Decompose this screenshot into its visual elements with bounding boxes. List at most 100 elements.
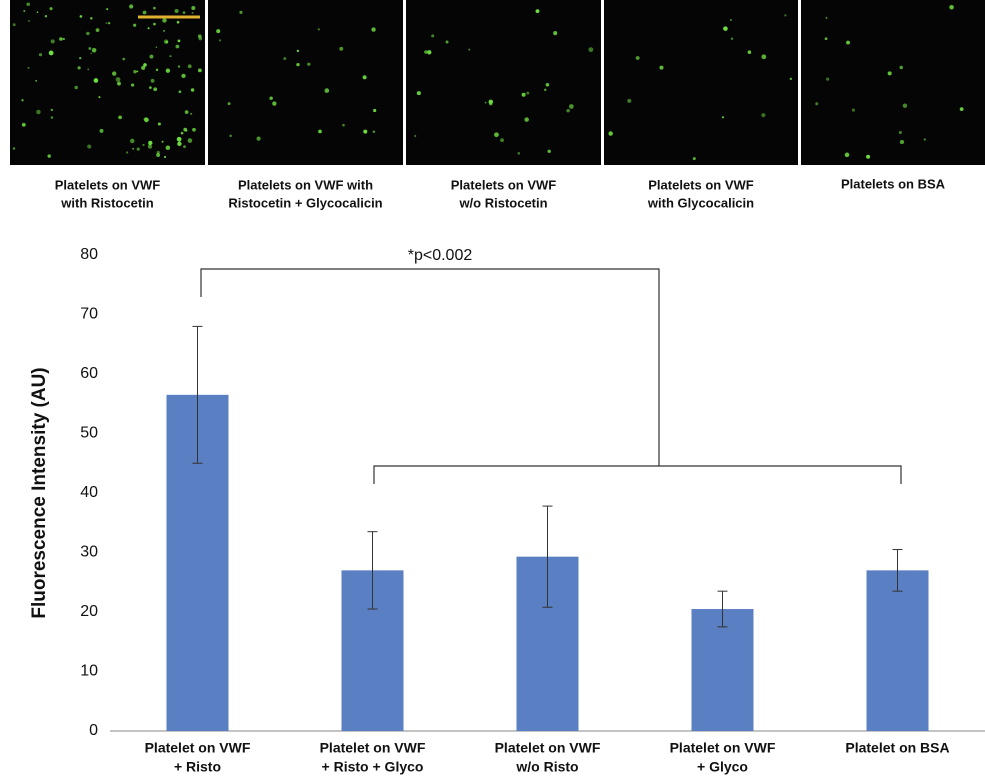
- platelet-dot: [164, 156, 166, 158]
- y-tick-label: 50: [80, 425, 98, 442]
- platelet-dot: [272, 101, 276, 105]
- bracket-upper: [201, 269, 659, 466]
- platelet-dot: [177, 142, 181, 146]
- platelet-dot: [693, 157, 696, 160]
- platelet-dot: [228, 102, 231, 105]
- platelet-dot: [424, 50, 428, 54]
- platelet-dot: [148, 144, 152, 148]
- platelet-dot: [106, 22, 108, 24]
- micrograph-row: [10, 0, 985, 165]
- bracket-lower: [374, 466, 901, 484]
- platelet-dot: [339, 47, 343, 51]
- platelet-dot: [148, 27, 150, 29]
- y-tick-label: 0: [89, 722, 98, 739]
- platelet-dot: [51, 116, 54, 119]
- platelet-dot: [183, 11, 186, 14]
- platelet-dot: [143, 63, 147, 67]
- platelet-dot: [131, 83, 134, 86]
- platelet-dot: [526, 92, 529, 95]
- platelet-dot: [178, 65, 180, 67]
- platelet-dot: [175, 45, 179, 49]
- platelet-dot: [156, 46, 158, 48]
- platelet-dot: [22, 123, 26, 127]
- platelet-dot: [21, 99, 23, 101]
- platelet-dot: [544, 89, 546, 91]
- platelet-dot: [185, 110, 189, 114]
- platelet-dot: [188, 138, 193, 143]
- panel-label: Platelets on BSA: [841, 176, 946, 191]
- platelet-dot: [166, 69, 170, 73]
- platelet-dot: [177, 137, 182, 142]
- platelet-dot: [903, 103, 907, 107]
- y-tick-label: 40: [80, 484, 98, 501]
- platelet-dot: [191, 6, 195, 10]
- platelet-dot: [156, 69, 158, 71]
- platelet-dot: [158, 122, 161, 125]
- platelet-dot: [183, 128, 187, 132]
- platelet-dot: [730, 19, 732, 21]
- platelet-dot: [431, 34, 434, 37]
- platelet-dot: [192, 128, 196, 132]
- micrograph: [208, 0, 403, 165]
- platelet-dot: [899, 66, 902, 69]
- platelet-dot: [761, 113, 765, 117]
- micrograph: [10, 0, 205, 165]
- platelet-dot: [825, 37, 828, 40]
- platelet-dot: [142, 144, 144, 146]
- platelet-dot: [815, 102, 818, 105]
- platelet-dot: [748, 50, 752, 54]
- platelet-dot: [137, 147, 140, 150]
- platelet-dot: [188, 64, 192, 68]
- platelet-dot: [27, 67, 29, 69]
- platelet-dot: [468, 49, 470, 51]
- platelet-dot: [608, 131, 613, 136]
- platelet-dot: [87, 145, 91, 149]
- y-tick-label: 10: [80, 663, 98, 680]
- platelet-dot: [166, 145, 171, 150]
- platelet-dot: [363, 75, 367, 79]
- platelet-dot: [179, 90, 182, 93]
- platelet-dot: [414, 135, 416, 137]
- panel-label: Platelets on VWF with: [238, 177, 373, 192]
- platelet-dot: [132, 148, 134, 150]
- platelet-dot: [23, 10, 25, 12]
- platelet-dot: [45, 15, 47, 17]
- platelet-dot: [90, 17, 92, 19]
- platelet-dot: [153, 23, 156, 26]
- micrograph: [801, 0, 985, 165]
- panel-label: with Ristocetin: [60, 195, 154, 210]
- platelet-dot: [163, 30, 165, 32]
- platelet-dot: [494, 132, 499, 137]
- platelet-dot: [826, 17, 828, 19]
- platelet-dot: [39, 53, 42, 56]
- x-tick-label: Platelet on VWF: [145, 740, 251, 756]
- platelet-dot: [899, 131, 902, 134]
- platelet-dot: [546, 83, 550, 87]
- panel-label: w/o Ristocetin: [458, 195, 547, 210]
- platelet-dot: [96, 28, 100, 32]
- platelet-dot: [636, 56, 640, 60]
- platelet-dot: [164, 39, 168, 43]
- platelet-dot: [149, 55, 153, 59]
- platelet-dot: [296, 63, 299, 66]
- y-tick-label: 20: [80, 603, 98, 620]
- annotation: *p<0.002: [408, 247, 473, 264]
- x-tick-label: Platelet on VWF: [320, 740, 426, 756]
- platelet-dot: [588, 47, 593, 52]
- platelet-dot: [723, 26, 728, 31]
- platelet-dot: [566, 109, 569, 112]
- platelet-dot: [74, 86, 78, 90]
- platelet-dot: [318, 28, 320, 30]
- significance-bracket: [201, 269, 901, 484]
- platelet-dot: [86, 32, 89, 35]
- y-tick-label: 80: [80, 246, 98, 263]
- platelet-dot: [181, 132, 184, 135]
- platelet-dot: [826, 78, 829, 81]
- platelet-dot: [183, 145, 186, 148]
- platelet-dot: [325, 88, 330, 93]
- platelet-dot: [960, 107, 964, 111]
- platelet-dot: [256, 137, 260, 141]
- x-tick-label: + Risto: [174, 759, 221, 775]
- platelet-dot: [489, 100, 493, 104]
- platelet-dot: [26, 2, 30, 6]
